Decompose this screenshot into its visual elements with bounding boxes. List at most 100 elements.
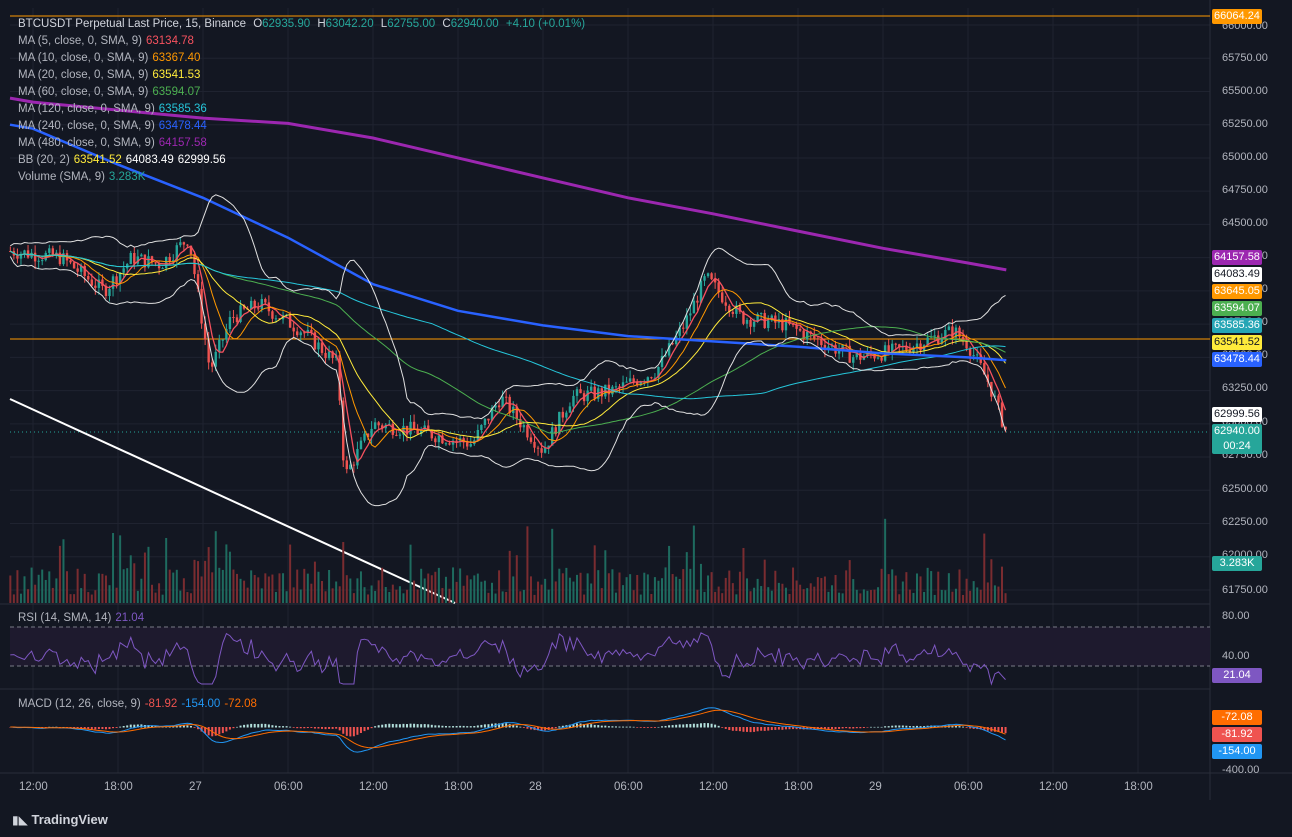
- legend-ma10[interactable]: MA (10, close, 0, SMA, 9) 63367.40: [18, 50, 204, 67]
- candle-body: [823, 345, 827, 350]
- volume-bar: [753, 587, 756, 603]
- candle-body: [551, 427, 554, 446]
- volume-bar: [112, 533, 115, 603]
- macd-hist-bar: [554, 727, 557, 729]
- candle-body: [713, 279, 717, 283]
- candle-body: [41, 260, 44, 262]
- candle-body: [370, 428, 373, 438]
- legend-ma20[interactable]: MA (20, close, 0, SMA, 9) 63541.53: [18, 67, 204, 84]
- volume-bar: [969, 590, 972, 603]
- candle-body: [589, 386, 593, 391]
- candle-body: [908, 349, 912, 353]
- candle-body: [692, 300, 696, 314]
- macd-hist-bar: [108, 727, 111, 730]
- legend-volume[interactable]: Volume (SMA, 9) 3.283K: [18, 169, 149, 186]
- macd-hist-bar: [324, 727, 327, 730]
- legend-ma120[interactable]: MA (120, close, 0, SMA, 9) 63585.36: [18, 101, 211, 118]
- candle-body: [26, 250, 30, 258]
- volume-bar: [947, 573, 950, 603]
- legend-ma60[interactable]: MA (60, close, 0, SMA, 9) 63594.07: [18, 84, 204, 101]
- volume-bar: [551, 528, 554, 603]
- macd-hist-bar: [260, 723, 263, 728]
- macd-hist-bar: [406, 724, 408, 728]
- legend-macd-v2: -154.00: [181, 698, 221, 710]
- legend-bb[interactable]: BB (20, 2) 63541.52 64083.49 62999.56: [18, 152, 230, 169]
- candle-body: [97, 279, 101, 288]
- candle-body: [540, 448, 543, 453]
- volume-bar: [487, 592, 490, 603]
- price-tag-ma240: 63478.44: [1212, 352, 1262, 367]
- volume-bar: [345, 575, 348, 603]
- candle-body: [391, 423, 395, 435]
- candle-body: [448, 443, 451, 445]
- candle-body: [218, 339, 221, 352]
- legend-ma20-value: 63541.53: [152, 69, 201, 81]
- legend-ma480[interactable]: MA (480, close, 0, SMA, 9) 64157.58: [18, 135, 211, 152]
- volume-bar: [90, 594, 93, 603]
- volume-bar: [494, 593, 497, 603]
- volume-bar: [650, 593, 653, 603]
- candle-body: [490, 407, 494, 421]
- macd-hist-bar: [76, 727, 79, 729]
- volume-bar: [197, 561, 200, 603]
- candle-body: [172, 260, 175, 262]
- volume-bar: [597, 570, 600, 603]
- candle-body: [696, 300, 699, 303]
- macd-hist-bar: [225, 727, 228, 732]
- volume-bar: [48, 571, 51, 603]
- tradingview-logo-icon: ▮◣: [12, 813, 28, 827]
- macd-hist-bar: [629, 726, 632, 728]
- macd-hist-bar: [986, 727, 989, 731]
- macd-hist-bar: [692, 723, 695, 728]
- macd-hist-bar: [328, 727, 331, 729]
- volume-bar: [547, 589, 550, 603]
- volume-bar: [232, 569, 235, 603]
- candle-body: [791, 323, 795, 325]
- macd-hist-bar: [87, 727, 90, 729]
- volume-bar: [529, 576, 532, 603]
- macd-hist-bar: [668, 725, 671, 728]
- legend-macd[interactable]: MACD (12, 26, close, 9) -81.92 -154.00 -72.…: [18, 696, 261, 713]
- volume-bar: [370, 585, 373, 603]
- candle-body: [469, 444, 472, 447]
- macd-hist-bar: [969, 727, 972, 729]
- macd-hist-bar: [296, 727, 299, 729]
- volume-bar: [512, 576, 515, 603]
- candle-body: [756, 314, 759, 322]
- candle-body: [621, 382, 625, 387]
- volume-bar: [579, 572, 582, 603]
- volume-bar: [756, 578, 759, 603]
- volume-bar: [310, 583, 313, 603]
- candle-body: [735, 305, 738, 314]
- volume-bar: [611, 569, 614, 603]
- macd-hist-bar: [607, 726, 610, 728]
- volume-bar: [661, 578, 663, 603]
- legend-rsi[interactable]: RSI (14, SMA, 14) 21.04: [18, 610, 148, 627]
- legend-ma240[interactable]: MA (240, close, 0, SMA, 9) 63478.44: [18, 118, 211, 135]
- candle-body: [182, 242, 186, 245]
- candle-body: [944, 329, 947, 339]
- macd-hist-bar: [831, 727, 833, 729]
- macd-hist-bar: [838, 727, 841, 729]
- volume-bar: [1001, 566, 1003, 603]
- candle-body: [781, 319, 784, 331]
- footer-bg: [0, 800, 1292, 837]
- legend-ma60-label: MA (60, close, 0, SMA, 9): [18, 86, 149, 98]
- macd-axis-400: -400.00: [1222, 764, 1260, 776]
- candle-body: [536, 447, 540, 449]
- macd-hist-bar: [777, 727, 780, 730]
- candle-body: [1004, 426, 1007, 430]
- candle-body: [660, 355, 664, 367]
- time-axis-label: 18:00: [784, 781, 813, 793]
- volume-bar: [838, 592, 841, 603]
- price-axis-label: 65750.00: [1222, 52, 1268, 64]
- volume-bar: [260, 588, 263, 603]
- volume-bar: [448, 588, 451, 603]
- volume-bar: [692, 525, 695, 603]
- tradingview-logo[interactable]: ▮◣ TradingView: [12, 812, 108, 827]
- volume-bar: [172, 572, 175, 603]
- candle-body: [898, 344, 901, 348]
- legend-ma5[interactable]: MA (5, close, 0, SMA, 9) 63134.78: [18, 33, 198, 50]
- price-tag-macd-line: -154.00: [1212, 744, 1262, 759]
